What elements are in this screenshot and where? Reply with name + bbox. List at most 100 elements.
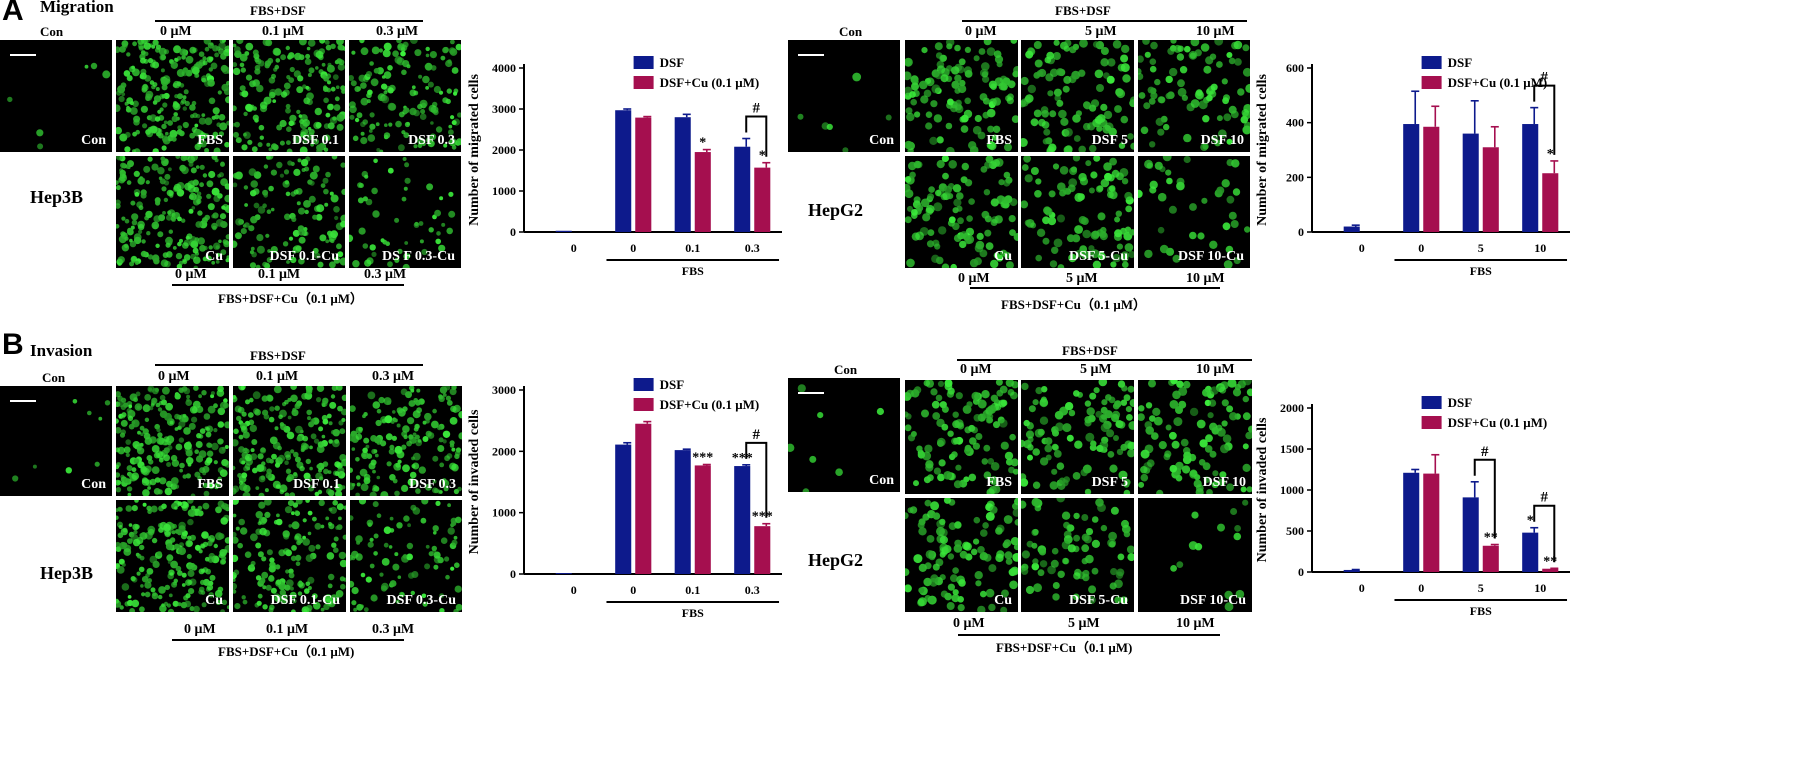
cell-dot bbox=[402, 263, 410, 268]
cell-dot bbox=[842, 147, 849, 152]
cell-dot bbox=[255, 58, 262, 65]
cell-dot bbox=[1223, 94, 1230, 102]
cell-dot bbox=[905, 71, 912, 81]
cell-dot bbox=[1127, 449, 1134, 458]
cell-dot bbox=[940, 193, 948, 201]
cell-dot bbox=[938, 226, 947, 235]
cell-dot bbox=[1109, 582, 1117, 590]
cell-dot bbox=[1228, 211, 1237, 220]
cell-dot bbox=[325, 516, 330, 521]
significance-star: *** bbox=[692, 451, 713, 466]
cell-dot bbox=[151, 163, 159, 171]
cell-dot bbox=[339, 257, 345, 266]
cell-dot bbox=[952, 567, 959, 574]
cell-dot bbox=[987, 458, 995, 465]
cell-dot bbox=[959, 550, 968, 559]
cell-dot bbox=[305, 53, 311, 59]
cell-dot bbox=[303, 227, 308, 232]
cell-dot bbox=[127, 75, 133, 81]
cell-dot bbox=[133, 236, 142, 245]
cell-dot bbox=[160, 77, 169, 86]
cell-dot bbox=[1246, 486, 1252, 493]
cell-dot bbox=[161, 94, 166, 99]
cell-dot bbox=[280, 54, 286, 61]
cell-dot bbox=[1101, 399, 1108, 406]
cell-dot bbox=[1044, 207, 1053, 216]
cell-dot bbox=[240, 228, 247, 235]
cell-dot bbox=[199, 182, 204, 188]
cell-dot bbox=[1041, 110, 1049, 118]
cell-dot bbox=[326, 64, 335, 73]
cell-dot bbox=[235, 137, 242, 144]
cell-texture bbox=[116, 386, 229, 496]
cell-dot bbox=[378, 396, 385, 404]
scale-bar bbox=[798, 54, 824, 56]
cell-dot bbox=[1188, 50, 1198, 60]
cell-dot bbox=[1085, 432, 1095, 442]
cell-dot bbox=[998, 179, 1005, 186]
cell-texture bbox=[905, 40, 1018, 152]
cell-dot bbox=[207, 203, 215, 211]
cell-dot bbox=[1009, 580, 1018, 590]
cell-dot bbox=[1048, 143, 1057, 152]
cell-dot bbox=[957, 596, 964, 603]
significance-star: * bbox=[759, 149, 766, 164]
cell-dot bbox=[270, 246, 278, 254]
cell-dot bbox=[1210, 386, 1219, 395]
cell-dot bbox=[307, 477, 313, 482]
image-tag: Con bbox=[81, 133, 106, 148]
significance-hash: # bbox=[753, 427, 761, 443]
cell-dot bbox=[308, 195, 316, 203]
cell-dot bbox=[1057, 214, 1065, 223]
x-tick-label: 10 bbox=[1534, 581, 1546, 595]
cell-dot bbox=[932, 563, 940, 571]
cell-dot bbox=[167, 440, 172, 446]
cell-dot bbox=[339, 428, 346, 435]
cell-dot bbox=[169, 537, 176, 543]
b-hepg2-dose-bottom-1: 5 μM bbox=[1068, 616, 1100, 631]
cell-dot bbox=[37, 143, 44, 150]
cell-dot bbox=[175, 252, 183, 260]
cell-dot bbox=[268, 91, 276, 99]
cell-dot bbox=[1021, 164, 1029, 171]
cell-dot bbox=[157, 407, 163, 412]
cell-dot bbox=[1127, 133, 1134, 140]
cell-texture bbox=[116, 500, 229, 612]
cell-dot bbox=[993, 421, 1000, 429]
cell-dot bbox=[1004, 551, 1013, 560]
cell-dot bbox=[124, 243, 129, 248]
cell-dot bbox=[116, 508, 119, 512]
cell-dot bbox=[1122, 261, 1129, 268]
cell-dot bbox=[1123, 489, 1131, 494]
cell-dot bbox=[335, 590, 344, 598]
cell-dot bbox=[273, 386, 282, 394]
y-tick-label: 2000 bbox=[1280, 401, 1304, 415]
cell-dot bbox=[137, 430, 141, 435]
cell-dot bbox=[1212, 470, 1219, 477]
cell-dot bbox=[381, 418, 386, 423]
cell-dot bbox=[1121, 178, 1129, 185]
cell-dot bbox=[146, 130, 154, 138]
cell-dot bbox=[118, 95, 125, 103]
legend-swatch bbox=[633, 76, 654, 89]
cell-dot bbox=[1211, 134, 1219, 143]
cell-dot bbox=[220, 53, 227, 60]
cell-dot bbox=[1169, 67, 1178, 77]
a-hepg2-dose-bottom-0: 0 μM bbox=[958, 271, 990, 286]
cell-dot bbox=[355, 553, 363, 561]
a-hep3b-con-label: Con bbox=[40, 24, 64, 39]
cell-dot bbox=[117, 256, 125, 264]
cell-dot bbox=[1051, 468, 1058, 475]
cell-dot bbox=[313, 438, 320, 444]
cell-dot bbox=[208, 482, 214, 488]
cell-dot bbox=[404, 121, 410, 128]
cell-dot bbox=[242, 224, 247, 228]
cell-dot bbox=[169, 129, 178, 138]
cell-dot bbox=[127, 595, 132, 599]
cell-dot bbox=[1079, 245, 1088, 253]
cell-dot bbox=[305, 458, 311, 465]
cell-dot bbox=[1085, 160, 1092, 167]
cell-dot bbox=[1189, 469, 1198, 477]
cell-dot bbox=[189, 46, 197, 54]
cell-dot bbox=[188, 588, 195, 595]
